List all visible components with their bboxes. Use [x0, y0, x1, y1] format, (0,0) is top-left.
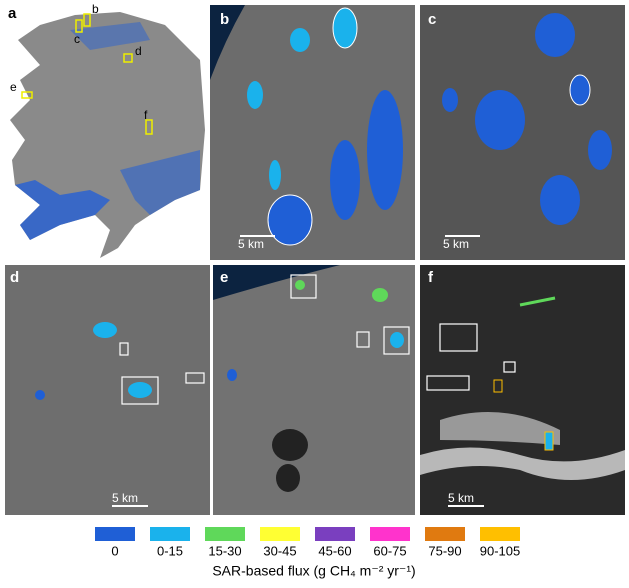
legend-label: 75-90	[428, 543, 461, 558]
legend-swatch	[480, 527, 520, 541]
panel-bg	[5, 265, 210, 515]
inset-box	[83, 13, 91, 27]
lake	[272, 429, 308, 461]
lake	[332, 7, 358, 49]
inset-label: f	[144, 108, 148, 122]
lake	[569, 74, 591, 106]
lake	[247, 81, 263, 109]
panel-label: c	[428, 11, 436, 28]
panel-label: a	[8, 5, 17, 22]
lake	[535, 13, 575, 57]
legend-label: 0-15	[157, 543, 183, 558]
wetland	[120, 150, 200, 215]
legend-title: SAR-based flux (g CH₄ m⁻² yr⁻¹)	[212, 563, 415, 579]
lake	[540, 175, 580, 225]
panel-a: b c d e f a	[5, 2, 205, 260]
legend-swatch	[150, 527, 190, 541]
wetland	[15, 180, 110, 240]
inset-box	[185, 372, 205, 384]
lake	[290, 28, 310, 52]
panel-b: 5 km b	[210, 5, 415, 260]
ocean	[213, 265, 340, 300]
lake	[276, 464, 300, 492]
inset-label: e	[10, 80, 17, 94]
panel-label: f	[428, 269, 434, 286]
panel-e: e	[213, 265, 415, 515]
inset-box	[356, 331, 370, 348]
lake	[128, 382, 152, 398]
legend-label: 90-105	[480, 543, 520, 558]
lake	[372, 288, 388, 302]
legend-swatch	[425, 527, 465, 541]
lake	[269, 160, 281, 190]
inset-box	[439, 323, 478, 352]
lake	[227, 369, 237, 381]
inset-label: d	[135, 44, 142, 58]
inset-box	[21, 91, 33, 99]
inset-label: b	[92, 2, 99, 16]
inset-box	[75, 19, 83, 33]
lake	[35, 390, 45, 400]
scale-label: 5 km	[443, 237, 469, 251]
inset-box	[383, 326, 410, 355]
legend-swatch	[205, 527, 245, 541]
inset-box	[503, 361, 516, 373]
legend-label: 0	[111, 543, 118, 558]
lake	[475, 90, 525, 150]
lake	[367, 90, 403, 210]
legend-swatch	[315, 527, 355, 541]
legend-label: 60-75	[373, 543, 406, 558]
legend-swatch	[370, 527, 410, 541]
panel-d: 5 km d	[5, 265, 210, 515]
scale-label: 5 km	[238, 237, 264, 251]
panel-c: 5 km c	[420, 5, 625, 260]
lake	[390, 332, 404, 348]
panel-f: 5 km f	[420, 265, 625, 515]
lake	[442, 88, 458, 112]
lake	[588, 130, 612, 170]
scale-label: 5 km	[448, 491, 474, 505]
inset-box	[493, 379, 503, 393]
inset-box	[123, 53, 133, 63]
lake	[330, 140, 360, 220]
lake	[519, 296, 556, 307]
inset-box	[121, 376, 159, 405]
legend-swatch	[95, 527, 135, 541]
inset-box	[145, 119, 153, 135]
wetland	[70, 22, 150, 50]
panel-label: e	[220, 269, 228, 286]
inset-label: c	[74, 32, 80, 46]
inset-box	[426, 375, 470, 391]
legend-label: 45-60	[318, 543, 351, 558]
inset-box	[544, 431, 554, 451]
ocean	[210, 5, 245, 80]
lake	[267, 194, 313, 246]
inset-box	[119, 342, 129, 356]
panel-label: d	[10, 269, 19, 286]
panel-label: b	[220, 11, 229, 28]
scale-label: 5 km	[112, 491, 138, 505]
lake	[295, 280, 305, 290]
legend-label: 15-30	[208, 543, 241, 558]
legend-label: 30-45	[263, 543, 296, 558]
legend-swatch	[260, 527, 300, 541]
town	[440, 412, 560, 445]
river	[420, 447, 625, 480]
inset-box	[290, 274, 317, 299]
panel-bg	[213, 265, 415, 515]
lake	[93, 322, 117, 338]
